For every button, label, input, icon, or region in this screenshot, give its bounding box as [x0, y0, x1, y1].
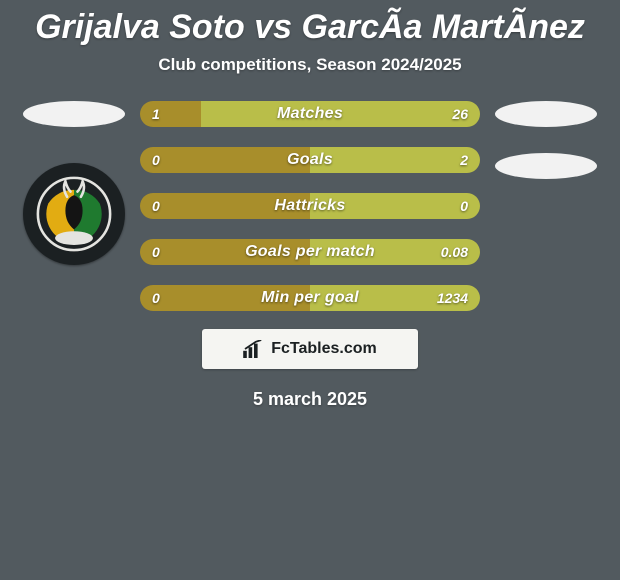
venados-badge-icon [31, 171, 117, 257]
bar-right-segment [310, 193, 480, 219]
bar-row: Hattricks00 [140, 193, 480, 219]
page-subtitle: Club competitions, Season 2024/2025 [0, 55, 620, 75]
player-left-column [22, 101, 126, 265]
player-left-avatar-placeholder [23, 101, 125, 127]
player-right-avatar-placeholder [495, 101, 597, 127]
player-right-club-placeholder [495, 153, 597, 179]
page-title: Grijalva Soto vs GarcÃa MartÃnez [0, 0, 620, 47]
page-date: 5 march 2025 [0, 389, 620, 410]
player-left-club-badge [23, 163, 125, 265]
bar-left-segment [140, 285, 310, 311]
bar-row: Min per goal01234 [140, 285, 480, 311]
comparison-bars: Matches126 Goals02 Hattricks00 Goals per ma… [140, 101, 480, 311]
brand-badge: FcTables.com [202, 329, 418, 369]
bar-right-segment [310, 147, 480, 173]
player-right-column [494, 101, 598, 179]
bar-left-segment [140, 147, 310, 173]
brand-text: FcTables.com [271, 340, 377, 358]
bar-left-segment [140, 101, 201, 127]
comparison-content: Matches126 Goals02 Hattricks00 Goals per ma… [0, 101, 620, 311]
bar-left-segment [140, 193, 310, 219]
bar-row: Matches126 [140, 101, 480, 127]
bar-row: Goals per match00.08 [140, 239, 480, 265]
bar-right-segment [201, 101, 480, 127]
fctables-chart-icon [243, 340, 265, 358]
bar-left-segment [140, 239, 310, 265]
bar-right-segment [310, 285, 480, 311]
bar-row: Goals02 [140, 147, 480, 173]
bar-right-segment [310, 239, 480, 265]
